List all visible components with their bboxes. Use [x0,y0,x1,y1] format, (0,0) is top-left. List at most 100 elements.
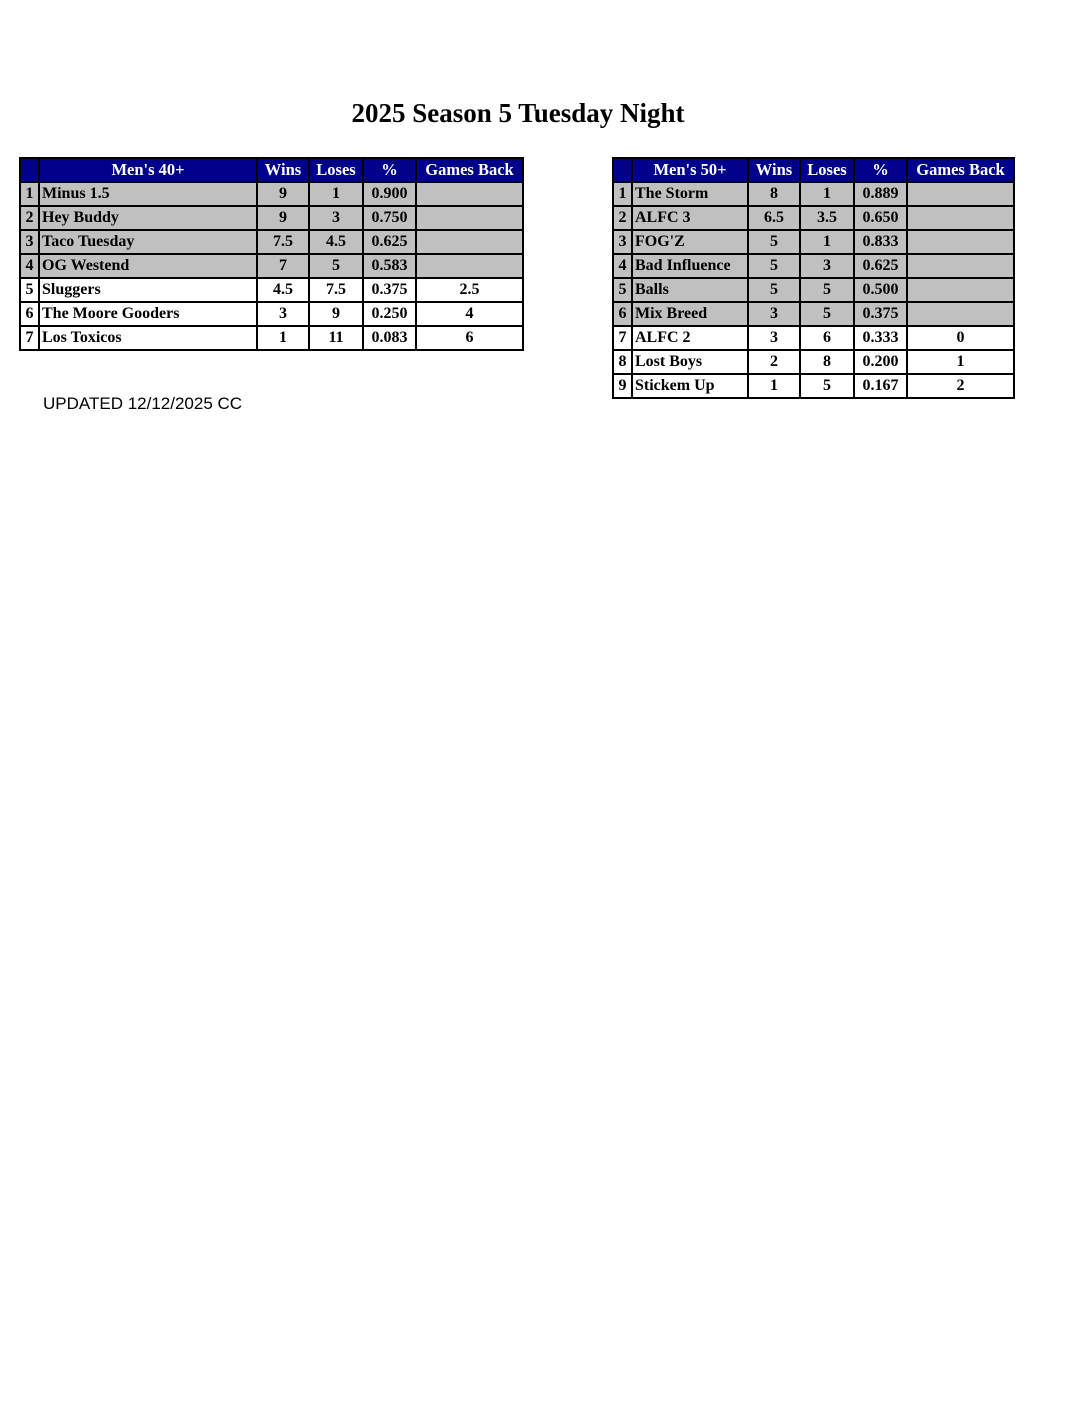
table-row: 6 The Moore Gooders 3 9 0.250 4 [19,301,524,327]
table-row: 8 Lost Boys 2 8 0.200 1 [612,349,1015,375]
pct-cell: 0.500 [853,277,908,303]
rank-cell: 4 [19,253,40,279]
team-name-cell: Taco Tuesday [38,229,258,255]
team-name-cell: Sluggers [38,277,258,303]
loses-cell: 5 [799,301,855,327]
pct-cell: 0.375 [853,301,908,327]
table-row: 3 FOG'Z 5 1 0.833 [612,229,1015,255]
games-back-cell [415,229,524,255]
rank-cell: 1 [19,181,40,207]
pct-cell: 0.625 [853,253,908,279]
pct-cell: 0.167 [853,373,908,399]
rank-cell: 5 [19,277,40,303]
pct-header: % [853,157,908,183]
pct-cell: 0.250 [362,301,417,327]
table-row: 1 The Storm 8 1 0.889 [612,181,1015,207]
wins-header: Wins [747,157,801,183]
loses-cell: 8 [799,349,855,375]
loses-cell: 11 [308,325,364,351]
games-back-cell [415,205,524,231]
table-row: 2 Hey Buddy 9 3 0.750 [19,205,524,231]
games-back-header: Games Back [415,157,524,183]
pct-cell: 0.889 [853,181,908,207]
games-back-cell [415,253,524,279]
wins-cell: 8 [747,181,801,207]
games-back-cell: 1 [906,349,1015,375]
page-title: 2025 Season 5 Tuesday Night [351,98,685,128]
pct-cell: 0.650 [853,205,908,231]
team-name-cell: FOG'Z [631,229,749,255]
team-name-cell: Mix Breed [631,301,749,327]
wins-cell: 3 [747,325,801,351]
table-row: 7 Los Toxicos 1 11 0.083 6 [19,325,524,351]
wins-cell: 3 [256,301,310,327]
pct-cell: 0.833 [853,229,908,255]
loses-cell: 1 [799,181,855,207]
loses-cell: 1 [308,181,364,207]
mens-50-standings-table: Men's 50+ Wins Loses% Games Back 1 The Storm… [612,157,1015,399]
team-name-cell: Bad Influence [631,253,749,279]
team-name-cell: OG Westend [38,253,258,279]
loses-cell: 1 [799,229,855,255]
loses-cell: 5 [799,277,855,303]
games-back-cell [906,205,1015,231]
games-back-cell: 2 [906,373,1015,399]
division-header: Men's 50+ [631,157,749,183]
rank-cell: 1 [612,181,633,207]
games-back-cell [415,181,524,207]
pct-cell: 0.750 [362,205,417,231]
team-name-cell: ALFC 2 [631,325,749,351]
pct-cell: 0.200 [853,349,908,375]
table-row: 7 ALFC 2 3 6 0.333 0 [612,325,1015,351]
pct-cell: 0.625 [362,229,417,255]
wins-cell: 5 [747,277,801,303]
division-header: Men's 40+ [38,157,258,183]
rank-cell: 9 [612,373,633,399]
wins-cell: 7 [256,253,310,279]
loses-header: Loses [799,157,855,183]
pct-cell: 0.083 [362,325,417,351]
loses-cell: 5 [308,253,364,279]
team-name-cell: Los Toxicos [38,325,258,351]
team-name-cell: Minus 1.5 [38,181,258,207]
wins-cell: 5 [747,253,801,279]
loses-cell: 3 [799,253,855,279]
pct-cell: 0.583 [362,253,417,279]
team-name-cell: ALFC 3 [631,205,749,231]
table-row: 9 Stickem Up 1 5 0.167 2 [612,373,1015,399]
team-name-cell: Balls [631,277,749,303]
team-name-cell: Hey Buddy [38,205,258,231]
mens-40-standings-table: Men's 40+ Wins Loses% Games Back 1 Minus 1.5… [19,157,524,351]
rank-cell: 3 [19,229,40,255]
loses-cell: 9 [308,301,364,327]
team-name-cell: The Storm [631,181,749,207]
wins-cell: 4.5 [256,277,310,303]
rank-cell: 8 [612,349,633,375]
rank-cell: 6 [19,301,40,327]
table-row: 1 Minus 1.5 9 1 0.900 [19,181,524,207]
loses-cell: 3.5 [799,205,855,231]
rank-cell: 5 [612,277,633,303]
wins-header: Wins [256,157,310,183]
games-back-cell: 2.5 [415,277,524,303]
table-row: 4 Bad Influence 5 3 0.625 [612,253,1015,279]
table-row: 3 Taco Tuesday 7.5 4.5 0.625 [19,229,524,255]
rank-cell: 7 [612,325,633,351]
team-name-cell: Lost Boys [631,349,749,375]
loses-cell: 3 [308,205,364,231]
rank-cell: 2 [19,205,40,231]
rank-cell: 3 [612,229,633,255]
table-row: 5 Balls 5 5 0.500 [612,277,1015,303]
updated-note: UPDATED 12/12/2025 CC [43,394,243,413]
games-back-cell [906,277,1015,303]
games-back-cell: 6 [415,325,524,351]
team-name-cell: Stickem Up [631,373,749,399]
pct-cell: 0.333 [853,325,908,351]
games-back-cell [906,181,1015,207]
games-back-cell [906,253,1015,279]
loses-cell: 7.5 [308,277,364,303]
table-header-row: Men's 40+ Wins Loses% Games Back [19,157,524,183]
games-back-header: Games Back [906,157,1015,183]
wins-cell: 2 [747,349,801,375]
games-back-cell [906,301,1015,327]
